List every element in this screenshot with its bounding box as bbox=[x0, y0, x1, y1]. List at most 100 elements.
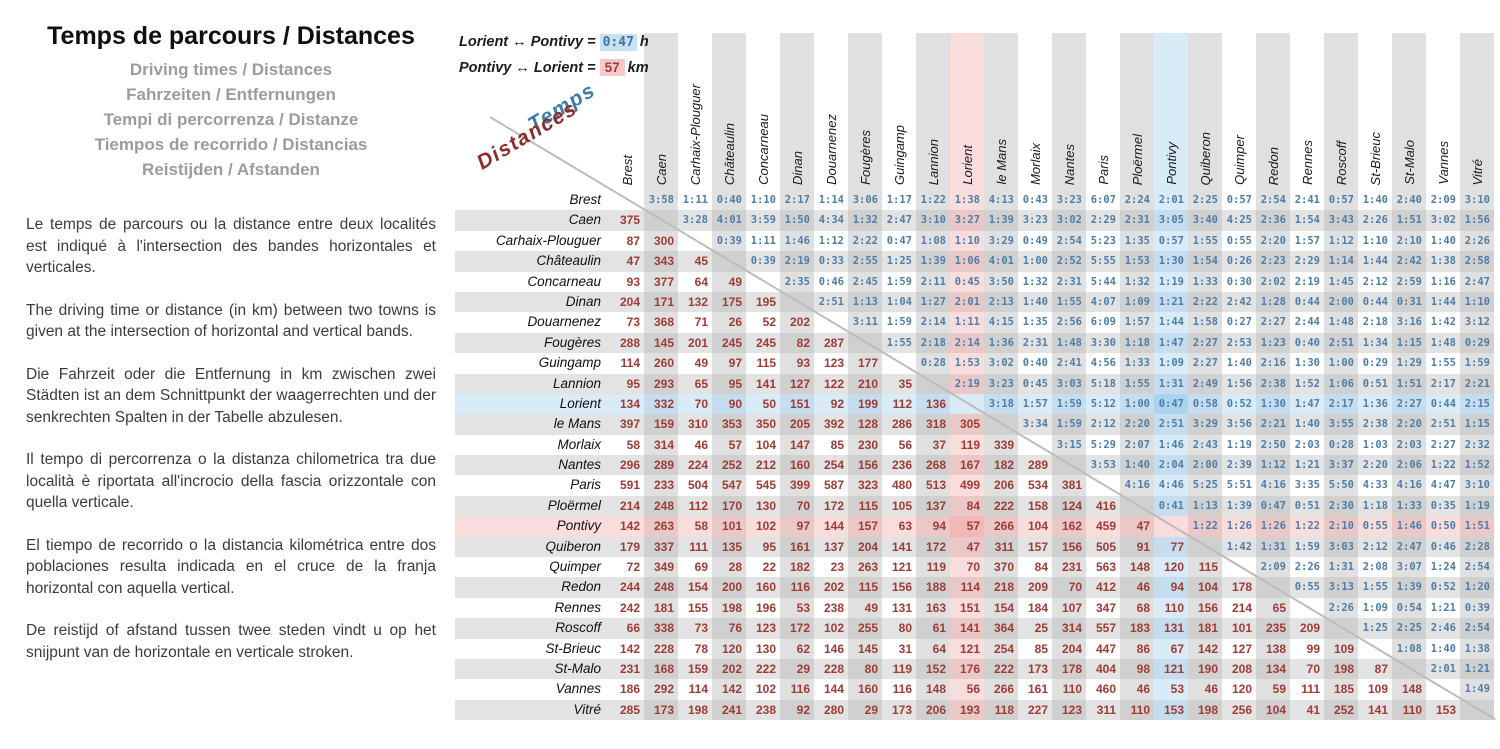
distance-cell: 114 bbox=[678, 679, 712, 700]
distance-cell: 70 bbox=[780, 495, 814, 517]
table-row: Morlaix 58 314 46 57 104 147 85 230 56 37 119 339 3:1… bbox=[455, 434, 1494, 456]
time-cell: 1:30 bbox=[1154, 251, 1188, 272]
time-cell: 2:39 bbox=[1222, 455, 1256, 476]
table-row: Paris 591 233 504 547 545 399 587 323 480 513 499 20… bbox=[455, 475, 1494, 496]
time-cell: 1:44 bbox=[1426, 291, 1460, 313]
distance-cell: 71 bbox=[678, 312, 712, 333]
time-cell: 0:47 bbox=[882, 230, 916, 252]
time-cell: 1:12 bbox=[1324, 230, 1358, 252]
time-cell: 3:15 bbox=[1052, 434, 1086, 456]
time-cell: 1:12 bbox=[814, 230, 848, 252]
distance-cell: 288 bbox=[610, 332, 644, 354]
time-cell: 2:10 bbox=[1392, 230, 1426, 252]
time-cell: 2:49 bbox=[1188, 373, 1222, 394]
distance-cell: 266 bbox=[984, 516, 1018, 537]
col-header: Lorient bbox=[950, 33, 984, 190]
time-cell: 1:55 bbox=[882, 332, 916, 354]
time-cell: 1:49 bbox=[1460, 679, 1494, 700]
distance-cell: 138 bbox=[1256, 638, 1290, 659]
time-cell: 1:10 bbox=[950, 230, 984, 252]
time-cell: 1:40 bbox=[1290, 414, 1324, 435]
distance-cell: 70 bbox=[950, 557, 984, 578]
distance-cell: 147 bbox=[780, 434, 814, 456]
time-cell: 3:35 bbox=[1290, 475, 1324, 496]
paragraph-de: Die Fahrzeit oder die Entfernung in km z… bbox=[26, 365, 436, 426]
col-header-label: Ploërmel bbox=[1129, 133, 1145, 185]
time-cell: 2:43 bbox=[1188, 434, 1222, 456]
time-cell: 4:01 bbox=[984, 251, 1018, 272]
time-cell: 1:48 bbox=[1426, 332, 1460, 354]
distance-cell: 151 bbox=[780, 393, 814, 415]
distance-cell: 62 bbox=[780, 638, 814, 659]
distance-cell: 404 bbox=[1086, 658, 1120, 680]
time-cell: 1:42 bbox=[1426, 312, 1460, 333]
time-cell: 1:13 bbox=[848, 291, 882, 313]
distance-cell: 59 bbox=[1256, 679, 1290, 700]
time-cell: 0:46 bbox=[814, 271, 848, 292]
distance-cell: 287 bbox=[814, 332, 848, 354]
distance-cell: 26 bbox=[712, 312, 746, 333]
legend-distance-value: 57 bbox=[599, 59, 625, 76]
distance-cell: 95 bbox=[712, 373, 746, 394]
time-cell: 2:45 bbox=[848, 271, 882, 292]
distance-cell: 57 bbox=[712, 434, 746, 456]
distance-cell: 109 bbox=[1358, 679, 1392, 700]
time-cell: 2:23 bbox=[1256, 251, 1290, 272]
distance-cell: 350 bbox=[746, 414, 780, 435]
table-row: Dinan 204 171 132 175 195 2:51 1:13 1:04 1:27 2:01… bbox=[455, 291, 1494, 313]
distance-cell: 151 bbox=[950, 597, 984, 619]
time-cell: 2:21 bbox=[1460, 373, 1494, 394]
distance-cell: 119 bbox=[882, 658, 916, 680]
row-label: Dinan bbox=[455, 291, 610, 313]
distance-cell: 263 bbox=[848, 557, 882, 578]
col-header: St-Malo bbox=[1392, 33, 1426, 190]
distance-cell: 120 bbox=[1222, 679, 1256, 700]
time-cell: 2:22 bbox=[1188, 291, 1222, 313]
distance-cell: 53 bbox=[780, 597, 814, 619]
time-cell: 2:12 bbox=[1358, 536, 1392, 558]
col-header: Rennes bbox=[1290, 33, 1324, 190]
time-cell: 2:01 bbox=[1426, 658, 1460, 680]
distance-cell: 95 bbox=[610, 373, 644, 394]
distance-cell: 86 bbox=[1120, 638, 1154, 659]
time-cell: 1:06 bbox=[950, 251, 984, 272]
table-row: Roscoff 66 338 73 76 123 172 102 255 80 61 141 364 25… bbox=[455, 618, 1494, 639]
matrix-rows: Brest 3:58 1:11 0:40 1:10 2:17 1:14 3:06 1:17 1:2… bbox=[455, 190, 1494, 721]
distance-cell: 56 bbox=[882, 434, 916, 456]
distance-cell: 557 bbox=[1086, 618, 1120, 639]
distance-cell: 148 bbox=[1120, 557, 1154, 578]
time-cell: 5:25 bbox=[1188, 475, 1222, 496]
time-cell: 2:31 bbox=[1120, 210, 1154, 231]
col-header: Carhaix-Plouguer bbox=[678, 33, 712, 190]
distance-cell: 377 bbox=[644, 271, 678, 292]
time-cell: 1:30 bbox=[1290, 353, 1324, 374]
distance-cell: 92 bbox=[814, 393, 848, 415]
row-label: Châteaulin bbox=[455, 251, 610, 272]
time-cell: 0:43 bbox=[1018, 190, 1052, 211]
time-cell: 1:14 bbox=[814, 190, 848, 211]
time-cell: 2:54 bbox=[1256, 190, 1290, 211]
time-cell: 1:22 bbox=[916, 190, 950, 211]
page-title: Temps de parcours / Distances bbox=[47, 22, 415, 50]
table-row: le Mans 397 159 310 353 350 205 392 128 286 318 305… bbox=[455, 414, 1494, 435]
time-cell: 4:01 bbox=[712, 210, 746, 231]
distance-cell: 172 bbox=[916, 536, 950, 558]
time-cell: 3:40 bbox=[1188, 210, 1222, 231]
time-cell: 0:40 bbox=[712, 190, 746, 211]
time-cell: 1:17 bbox=[882, 190, 916, 211]
distance-cell: 256 bbox=[1222, 699, 1256, 721]
distance-cell: 181 bbox=[644, 597, 678, 619]
time-cell: 0:40 bbox=[1018, 353, 1052, 374]
time-cell: 5:51 bbox=[1222, 475, 1256, 496]
time-cell: 0:57 bbox=[1154, 230, 1188, 252]
distance-cell: 210 bbox=[848, 373, 882, 394]
time-cell: 2:19 bbox=[1290, 271, 1324, 292]
distance-cell: 123 bbox=[814, 353, 848, 374]
time-cell: 1:21 bbox=[1460, 658, 1494, 680]
time-cell: 1:30 bbox=[1256, 393, 1290, 415]
time-cell: 1:40 bbox=[1018, 291, 1052, 313]
distance-cell: 254 bbox=[984, 638, 1018, 659]
distance-cell: 109 bbox=[1324, 638, 1358, 659]
distance-cell: 73 bbox=[610, 312, 644, 333]
distance-cell: 347 bbox=[1086, 597, 1120, 619]
